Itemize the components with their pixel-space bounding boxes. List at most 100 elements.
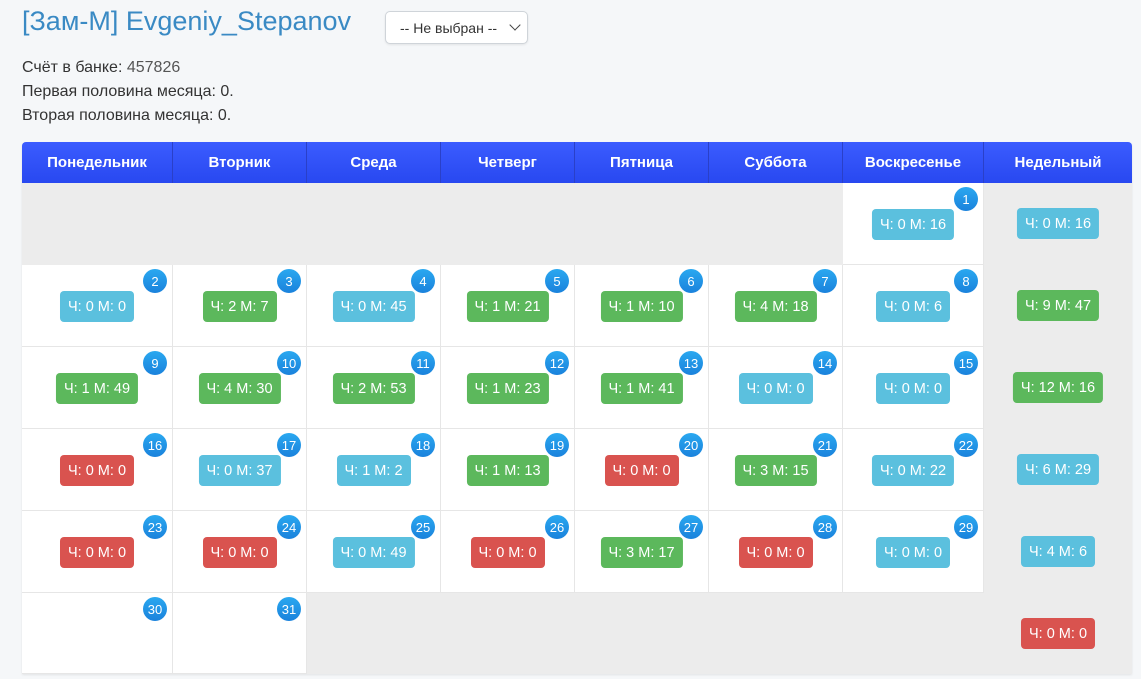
- day-number: 16: [143, 433, 167, 457]
- column-header: Среда: [307, 142, 441, 183]
- weekly-stats-badge[interactable]: Ч: 4 М: 6: [1020, 536, 1096, 567]
- day-stats-badge[interactable]: Ч: 0 М: 49: [332, 537, 415, 568]
- day-cell: 20 Ч: 0 М: 0: [575, 429, 709, 511]
- day-number: 1: [954, 187, 978, 211]
- day-number: 9: [143, 351, 167, 375]
- day-cell: 21 Ч: 3 М: 15: [709, 429, 843, 511]
- chevron-down-icon: [509, 19, 521, 31]
- column-header: Четверг: [441, 142, 575, 183]
- day-stats-badge[interactable]: Ч: 1 М: 41: [600, 373, 683, 404]
- day-stats-badge[interactable]: Ч: 3 М: 17: [600, 537, 683, 568]
- day-number: 24: [277, 515, 301, 539]
- day-number: 10: [277, 351, 301, 375]
- day-stats-badge[interactable]: Ч: 0 М: 0: [59, 291, 135, 322]
- day-stats-badge[interactable]: Ч: 0 М: 0: [470, 537, 545, 568]
- day-cell: 25 Ч: 0 М: 49: [307, 511, 441, 593]
- day-cell: 31: [173, 593, 307, 674]
- day-number: 14: [813, 351, 837, 375]
- bank-balance: Счёт в банке: 457826: [22, 59, 180, 77]
- column-header: Суббота: [709, 142, 843, 183]
- page-title: [Зам-М] Evgeniy_Stepanov: [22, 6, 352, 36]
- day-cell: 23 Ч: 0 М: 0: [22, 511, 173, 593]
- day-cell: 9 Ч: 1 М: 49: [22, 347, 173, 429]
- day-stats-badge[interactable]: Ч: 4 М: 18: [734, 291, 817, 322]
- day-stats-badge[interactable]: Ч: 1 М: 23: [466, 373, 549, 404]
- user-select[interactable]: -- Не выбран --: [385, 11, 528, 44]
- day-cell: 3 Ч: 2 М: 7: [173, 265, 307, 347]
- day-stats-badge[interactable]: Ч: 2 М: 7: [202, 291, 277, 322]
- day-cell: 6 Ч: 1 М: 10: [575, 265, 709, 347]
- column-header: Понедельник: [22, 142, 173, 183]
- day-number: 11: [411, 351, 435, 375]
- day-stats-badge[interactable]: Ч: 0 М: 6: [875, 291, 951, 322]
- day-cell: 27 Ч: 3 М: 17: [575, 511, 709, 593]
- day-stats-badge[interactable]: Ч: 2 М: 53: [332, 373, 415, 404]
- weekly-stats-badge[interactable]: Ч: 9 М: 47: [1016, 290, 1100, 321]
- day-stats-badge[interactable]: Ч: 0 М: 0: [604, 455, 679, 486]
- column-header: Пятница: [575, 142, 709, 183]
- day-number: 3: [277, 269, 301, 293]
- day-stats-badge[interactable]: Ч: 0 М: 16: [871, 209, 955, 240]
- day-cell: 10 Ч: 4 М: 30: [173, 347, 307, 429]
- day-stats-badge[interactable]: Ч: 4 М: 30: [198, 373, 281, 404]
- day-number: 17: [277, 433, 301, 457]
- day-stats-badge[interactable]: Ч: 0 М: 0: [202, 537, 277, 568]
- day-number: 19: [545, 433, 569, 457]
- day-stats-badge[interactable]: Ч: 0 М: 0: [738, 373, 813, 404]
- day-cell: 8 Ч: 0 М: 6: [843, 265, 984, 347]
- day-stats-badge[interactable]: Ч: 0 М: 0: [875, 537, 951, 568]
- day-stats-badge[interactable]: Ч: 0 М: 0: [59, 455, 135, 486]
- day-number: 2: [143, 269, 167, 293]
- user-select-value: -- Не выбран --: [400, 19, 498, 36]
- weekly-stats-badge[interactable]: Ч: 6 М: 29: [1016, 454, 1100, 485]
- column-header: Воскресенье: [843, 142, 984, 183]
- day-cell: 30: [22, 593, 173, 674]
- day-cell: 18 Ч: 1 М: 2: [307, 429, 441, 511]
- day-stats-badge[interactable]: Ч: 3 М: 15: [734, 455, 817, 486]
- day-cell: 28 Ч: 0 М: 0: [709, 511, 843, 593]
- day-stats-badge[interactable]: Ч: 0 М: 0: [875, 373, 951, 404]
- day-cell: 12 Ч: 1 М: 23: [441, 347, 575, 429]
- day-number: 4: [411, 269, 435, 293]
- day-number: 8: [954, 269, 978, 293]
- day-cell: 26 Ч: 0 М: 0: [441, 511, 575, 593]
- day-cell: 14 Ч: 0 М: 0: [709, 347, 843, 429]
- day-number: 5: [545, 269, 569, 293]
- day-cell: 13 Ч: 1 М: 41: [575, 347, 709, 429]
- day-stats-badge[interactable]: Ч: 0 М: 0: [59, 537, 135, 568]
- weekly-stats-badge[interactable]: Ч: 12 М: 16: [1012, 372, 1104, 403]
- first-half-month: Первая половина месяца: 0.: [22, 83, 234, 100]
- bank-balance-label: Счёт в банке:: [22, 59, 123, 76]
- weekly-stats-badge[interactable]: Ч: 0 М: 0: [1020, 618, 1096, 649]
- day-number: 22: [954, 433, 978, 457]
- day-number: 21: [813, 433, 837, 457]
- day-stats-badge[interactable]: Ч: 1 М: 21: [466, 291, 549, 322]
- day-stats-badge[interactable]: Ч: 1 М: 49: [55, 373, 139, 404]
- second-half-month: Вторая половина месяца: 0.: [22, 107, 232, 124]
- day-cell: 29 Ч: 0 М: 0: [843, 511, 984, 593]
- day-number: 27: [679, 515, 703, 539]
- day-stats-badge[interactable]: Ч: 1 М: 2: [336, 455, 411, 486]
- day-cell: 19 Ч: 1 М: 13: [441, 429, 575, 511]
- day-stats-badge[interactable]: Ч: 0 М: 22: [871, 455, 955, 486]
- column-header: Недельный: [984, 142, 1132, 183]
- day-number: 20: [679, 433, 703, 457]
- day-number: 18: [411, 433, 435, 457]
- day-cell: 4 Ч: 0 М: 45: [307, 265, 441, 347]
- day-stats-badge[interactable]: Ч: 0 М: 37: [198, 455, 281, 486]
- day-cell: 11 Ч: 2 М: 53: [307, 347, 441, 429]
- day-stats-badge[interactable]: Ч: 0 М: 0: [738, 537, 813, 568]
- day-cell: 1 Ч: 0 М: 16: [843, 183, 984, 265]
- day-number: 6: [679, 269, 703, 293]
- day-number: 29: [954, 515, 978, 539]
- day-number: 23: [143, 515, 167, 539]
- day-cell: 16 Ч: 0 М: 0: [22, 429, 173, 511]
- day-number: 28: [813, 515, 837, 539]
- weekly-stats-badge[interactable]: Ч: 0 М: 16: [1016, 208, 1100, 239]
- day-stats-badge[interactable]: Ч: 1 М: 10: [600, 291, 683, 322]
- day-number: 7: [813, 269, 837, 293]
- day-stats-badge[interactable]: Ч: 0 М: 45: [332, 291, 415, 322]
- day-cell: 15 Ч: 0 М: 0: [843, 347, 984, 429]
- day-stats-badge[interactable]: Ч: 1 М: 13: [466, 455, 549, 486]
- day-cell: 2 Ч: 0 М: 0: [22, 265, 173, 347]
